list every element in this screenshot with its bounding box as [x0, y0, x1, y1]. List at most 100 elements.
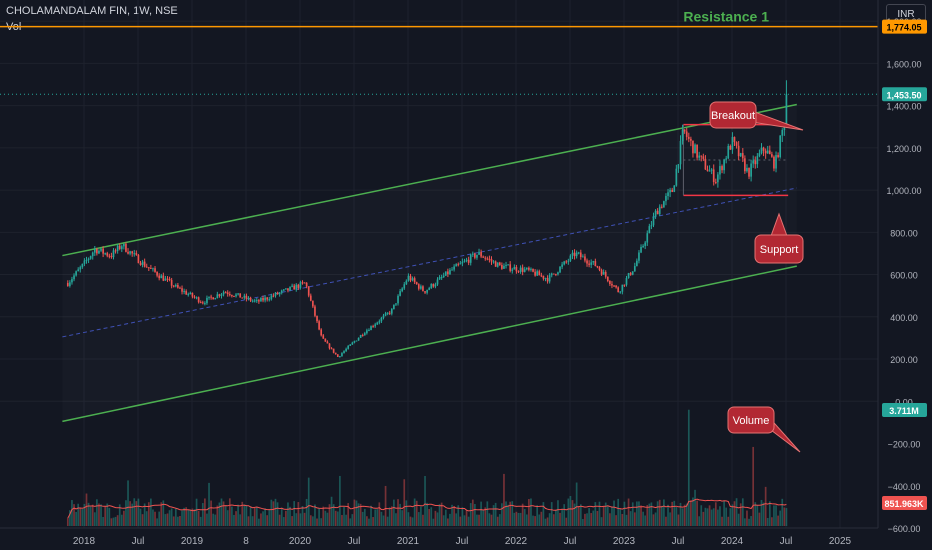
volume-bar[interactable] [613, 500, 615, 526]
volume-bar[interactable] [166, 513, 169, 526]
volume-bar[interactable] [420, 506, 422, 526]
volume-bar[interactable] [478, 514, 480, 526]
candle[interactable] [509, 264, 512, 271]
candle[interactable] [220, 294, 223, 296]
volume-bar[interactable] [756, 505, 759, 526]
volume-bar[interactable] [264, 508, 266, 526]
volume-bar[interactable] [191, 508, 194, 526]
candle[interactable] [395, 303, 397, 305]
candle[interactable] [93, 248, 96, 253]
candle[interactable] [530, 268, 532, 270]
volume-bar[interactable] [123, 510, 125, 526]
volume-bar[interactable] [546, 517, 549, 526]
candle[interactable] [717, 174, 719, 183]
candle[interactable] [756, 156, 759, 165]
volume-bar[interactable] [141, 514, 144, 526]
volume-bar[interactable] [604, 502, 607, 526]
volume-bar[interactable] [93, 512, 96, 526]
volume-bar[interactable] [501, 503, 503, 526]
candle[interactable] [139, 263, 142, 265]
candle[interactable] [563, 261, 566, 265]
candle[interactable] [754, 160, 757, 165]
volume-bar[interactable] [785, 508, 788, 526]
volume-bar[interactable] [152, 509, 154, 526]
candle[interactable] [592, 261, 595, 263]
volume-bar[interactable] [314, 504, 316, 526]
candle[interactable] [388, 312, 391, 314]
candle[interactable] [692, 140, 694, 154]
candle[interactable] [106, 253, 109, 256]
candle[interactable] [141, 261, 144, 265]
candle[interactable] [316, 315, 318, 322]
candle[interactable] [457, 264, 460, 266]
volume-bar[interactable] [442, 515, 445, 526]
volume-bar[interactable] [69, 510, 71, 526]
volume-bar[interactable] [538, 514, 541, 526]
candle[interactable] [353, 341, 356, 343]
candle[interactable] [536, 271, 539, 276]
volume-bar[interactable] [704, 507, 707, 526]
volume-bar[interactable] [559, 512, 561, 526]
volume-bar[interactable] [544, 518, 547, 526]
volume-bar[interactable] [411, 517, 414, 526]
candle[interactable] [420, 286, 422, 289]
volume-bar[interactable] [528, 499, 530, 526]
candle[interactable] [266, 297, 269, 300]
volume-bar[interactable] [476, 514, 478, 526]
candle[interactable] [702, 156, 705, 159]
volume-bar[interactable] [251, 516, 254, 526]
volume-callout[interactable]: Volume [727, 406, 801, 453]
candle[interactable] [719, 166, 721, 175]
volume-bar[interactable] [714, 502, 717, 526]
candle[interactable] [272, 295, 275, 297]
candle[interactable] [150, 267, 152, 269]
volume-bar[interactable] [366, 516, 368, 526]
candle[interactable] [611, 283, 613, 286]
volume-bar[interactable] [631, 502, 634, 526]
volume-bar[interactable] [104, 506, 107, 526]
volume-bar[interactable] [220, 498, 223, 526]
volume-bar[interactable] [752, 446, 755, 526]
volume-bar[interactable] [658, 499, 661, 526]
volume-bar[interactable] [511, 501, 514, 526]
volume-bar[interactable] [361, 511, 364, 526]
candle[interactable] [465, 259, 468, 261]
volume-bar[interactable] [185, 507, 188, 526]
candle[interactable] [750, 163, 752, 177]
candle[interactable] [606, 276, 609, 282]
volume-bar[interactable] [673, 500, 676, 526]
candle[interactable] [467, 259, 470, 263]
volume-bar[interactable] [694, 489, 696, 526]
candle[interactable] [594, 261, 597, 267]
candle[interactable] [640, 246, 642, 253]
candle[interactable] [430, 283, 433, 289]
candle[interactable] [216, 294, 219, 298]
volume-bar[interactable] [727, 516, 730, 526]
candle[interactable] [579, 252, 582, 258]
candle[interactable] [660, 206, 663, 208]
candle[interactable] [631, 271, 634, 275]
candle[interactable] [253, 300, 256, 302]
candle[interactable] [700, 155, 703, 157]
volume-bar[interactable] [766, 517, 769, 526]
volume-bar[interactable] [177, 516, 179, 526]
volume-bar[interactable] [357, 503, 360, 526]
candle[interactable] [143, 261, 146, 267]
volume-bar[interactable] [644, 515, 647, 526]
volume-bar[interactable] [586, 513, 588, 526]
candle[interactable] [488, 258, 491, 260]
volume-bar[interactable] [530, 498, 532, 526]
candle[interactable] [723, 159, 725, 171]
volume-bar[interactable] [276, 502, 279, 526]
volume-bar[interactable] [187, 509, 190, 526]
candle[interactable] [480, 251, 482, 257]
volume-bar[interactable] [320, 518, 323, 526]
channel-upper-line[interactable] [62, 103, 797, 257]
candle[interactable] [604, 271, 607, 277]
candle[interactable] [152, 268, 154, 270]
volume-bar[interactable] [127, 480, 129, 526]
candle[interactable] [208, 296, 210, 298]
volume-bar[interactable] [299, 513, 302, 526]
volume-bar[interactable] [349, 518, 352, 526]
volume-bar[interactable] [280, 507, 283, 526]
